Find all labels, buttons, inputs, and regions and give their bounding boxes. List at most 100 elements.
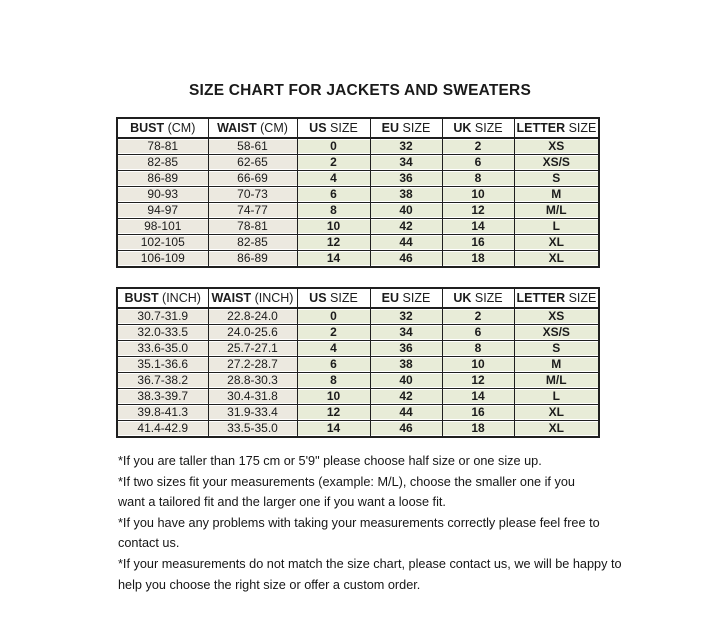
header-label-unit: SIZE (565, 121, 597, 135)
table-cell: 62-65 (207, 154, 298, 171)
table-cell: 0 (296, 307, 371, 325)
table-cell: 6 (441, 154, 515, 171)
table-cell: 30.7-31.9 (116, 307, 209, 325)
table-cell: 12 (296, 404, 371, 421)
table-cell: 10 (441, 186, 515, 203)
header-label-unit: SIZE (399, 121, 431, 135)
table-row: 32.0-33.5 24.0-25.6 2 34 6 XS/S (116, 324, 600, 341)
table-cell: 38.3-39.7 (116, 388, 209, 405)
table-cell: 8 (441, 340, 515, 357)
header-label: US (309, 291, 327, 305)
column-header-uk-size: UK SIZE (441, 287, 515, 309)
table-cell: 8 (441, 170, 515, 187)
header-label: UK (453, 121, 472, 135)
header-label: BUST (124, 291, 159, 305)
table-row: 82-85 62-65 2 34 6 XS/S (116, 154, 600, 171)
column-header-eu-size: EU SIZE (369, 287, 443, 309)
table-cell: 66-69 (207, 170, 298, 187)
table-cell: 12 (441, 202, 515, 219)
column-header-bust-inch: BUST (INCH) (116, 287, 209, 309)
table-cell: 27.2-28.7 (207, 356, 298, 373)
table-cell: XL (513, 420, 600, 438)
header-label: LETTER (516, 121, 566, 135)
table-row: 98-101 78-81 10 42 14 L (116, 218, 600, 235)
table-cell: 102-105 (116, 234, 209, 251)
table-cell: 36 (369, 340, 443, 357)
footnote: *If you have any problems with taking yo… (118, 515, 600, 551)
cm-size-table: BUST (CM) WAIST (CM) US SIZE EU SIZE UK … (116, 117, 600, 268)
page-title: SIZE CHART FOR JACKETS AND SWEATERS (189, 82, 531, 99)
table-cell: 86-89 (116, 170, 209, 187)
table-cell: 6 (441, 324, 515, 341)
footnote: *If two sizes fit your measurements (exa… (118, 474, 575, 510)
header-label: LETTER (516, 291, 566, 305)
table-row: 35.1-36.6 27.2-28.7 6 38 10 M (116, 356, 600, 373)
table-cell: L (513, 388, 600, 405)
header-label-unit: SIZE (565, 291, 597, 305)
column-header-letter-size: LETTER SIZE (513, 287, 600, 309)
header-label-unit: SIZE (471, 121, 503, 135)
table-cell: 4 (296, 170, 371, 187)
table-cell: 35.1-36.6 (116, 356, 209, 373)
footnote: *If your measurements do not match the s… (118, 556, 622, 592)
table-cell: 30.4-31.8 (207, 388, 298, 405)
table-cell: 78-81 (116, 137, 209, 155)
table-cell: 12 (296, 234, 371, 251)
table-cell: S (513, 340, 600, 357)
table-cell: 36.7-38.2 (116, 372, 209, 389)
table-cell: 16 (441, 404, 515, 421)
table-row: 38.3-39.7 30.4-31.8 10 42 14 L (116, 388, 600, 405)
column-header-eu-size: EU SIZE (369, 117, 443, 139)
table-cell: 98-101 (116, 218, 209, 235)
table-cell: XL (513, 404, 600, 421)
header-label: WAIST (211, 291, 252, 305)
header-label-unit: SIZE (326, 121, 358, 135)
table-cell: L (513, 218, 600, 235)
table-cell: 14 (296, 250, 371, 268)
column-header-us-size: US SIZE (296, 287, 371, 309)
column-header-uk-size: UK SIZE (441, 117, 515, 139)
table-cell: 40 (369, 202, 443, 219)
table-cell: 94-97 (116, 202, 209, 219)
table-cell: 4 (296, 340, 371, 357)
table-cell: 90-93 (116, 186, 209, 203)
column-header-bust-cm: BUST (CM) (116, 117, 209, 139)
table-cell: 70-73 (207, 186, 298, 203)
table-cell: 78-81 (207, 218, 298, 235)
table-cell: 106-109 (116, 250, 209, 268)
header-label-unit: (CM) (256, 121, 288, 135)
table-cell: 14 (296, 420, 371, 438)
footnotes-block: *If you are taller than 175 cm or 5'9" p… (118, 451, 680, 595)
table-cell: 41.4-42.9 (116, 420, 209, 438)
table-cell: 10 (296, 388, 371, 405)
table-cell: XL (513, 234, 600, 251)
table-row: 30.7-31.9 22.8-24.0 0 32 2 XS (116, 307, 600, 325)
column-header-us-size: US SIZE (296, 117, 371, 139)
table-cell: 28.8-30.3 (207, 372, 298, 389)
table-cell: 46 (369, 420, 443, 438)
header-label: UK (453, 291, 472, 305)
header-label-unit: (INCH) (158, 291, 201, 305)
table-cell: XS (513, 307, 600, 325)
header-label: EU (381, 121, 400, 135)
table-cell: XL (513, 250, 600, 268)
table-cell: 82-85 (207, 234, 298, 251)
table-cell: XS/S (513, 324, 600, 341)
column-header-waist-inch: WAIST (INCH) (207, 287, 298, 309)
table-cell: 25.7-27.1 (207, 340, 298, 357)
table-row: 33.6-35.0 25.7-27.1 4 36 8 S (116, 340, 600, 357)
header-label: BUST (130, 121, 165, 135)
table-cell: S (513, 170, 600, 187)
header-row: BUST (CM) WAIST (CM) US SIZE EU SIZE UK … (116, 117, 600, 139)
table-cell: XS (513, 137, 600, 155)
header-label-unit: SIZE (399, 291, 431, 305)
table-cell: 14 (441, 388, 515, 405)
header-label: US (309, 121, 327, 135)
table-cell: 14 (441, 218, 515, 235)
table-cell: 10 (441, 356, 515, 373)
table-cell: 42 (369, 218, 443, 235)
table-cell: 22.8-24.0 (207, 307, 298, 325)
table-cell: 86-89 (207, 250, 298, 268)
table-cell: 46 (369, 250, 443, 268)
